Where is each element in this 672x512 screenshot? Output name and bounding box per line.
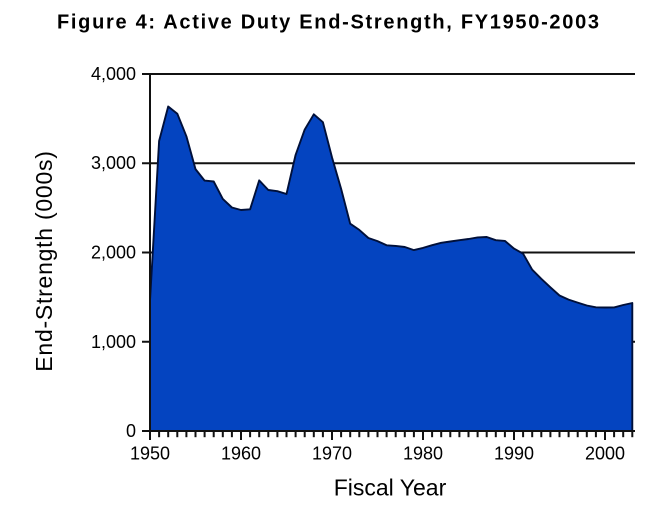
svg-text:1960: 1960 xyxy=(221,444,261,464)
svg-text:4,000: 4,000 xyxy=(91,64,136,84)
svg-text:1950: 1950 xyxy=(130,444,170,464)
svg-text:1,000: 1,000 xyxy=(91,332,136,352)
svg-text:3,000: 3,000 xyxy=(91,153,136,173)
svg-text:1980: 1980 xyxy=(403,444,443,464)
svg-text:2,000: 2,000 xyxy=(91,243,136,263)
svg-text:End-Strength (000s): End-Strength (000s) xyxy=(31,150,57,371)
svg-text:1970: 1970 xyxy=(312,444,352,464)
svg-text:0: 0 xyxy=(126,421,136,441)
svg-text:2000: 2000 xyxy=(585,444,625,464)
svg-text:Figure 4: Active Duty End-Stre: Figure 4: Active Duty End-Strength, FY19… xyxy=(57,12,601,34)
svg-text:1990: 1990 xyxy=(494,444,534,464)
svg-text:Fiscal Year: Fiscal Year xyxy=(334,475,447,501)
